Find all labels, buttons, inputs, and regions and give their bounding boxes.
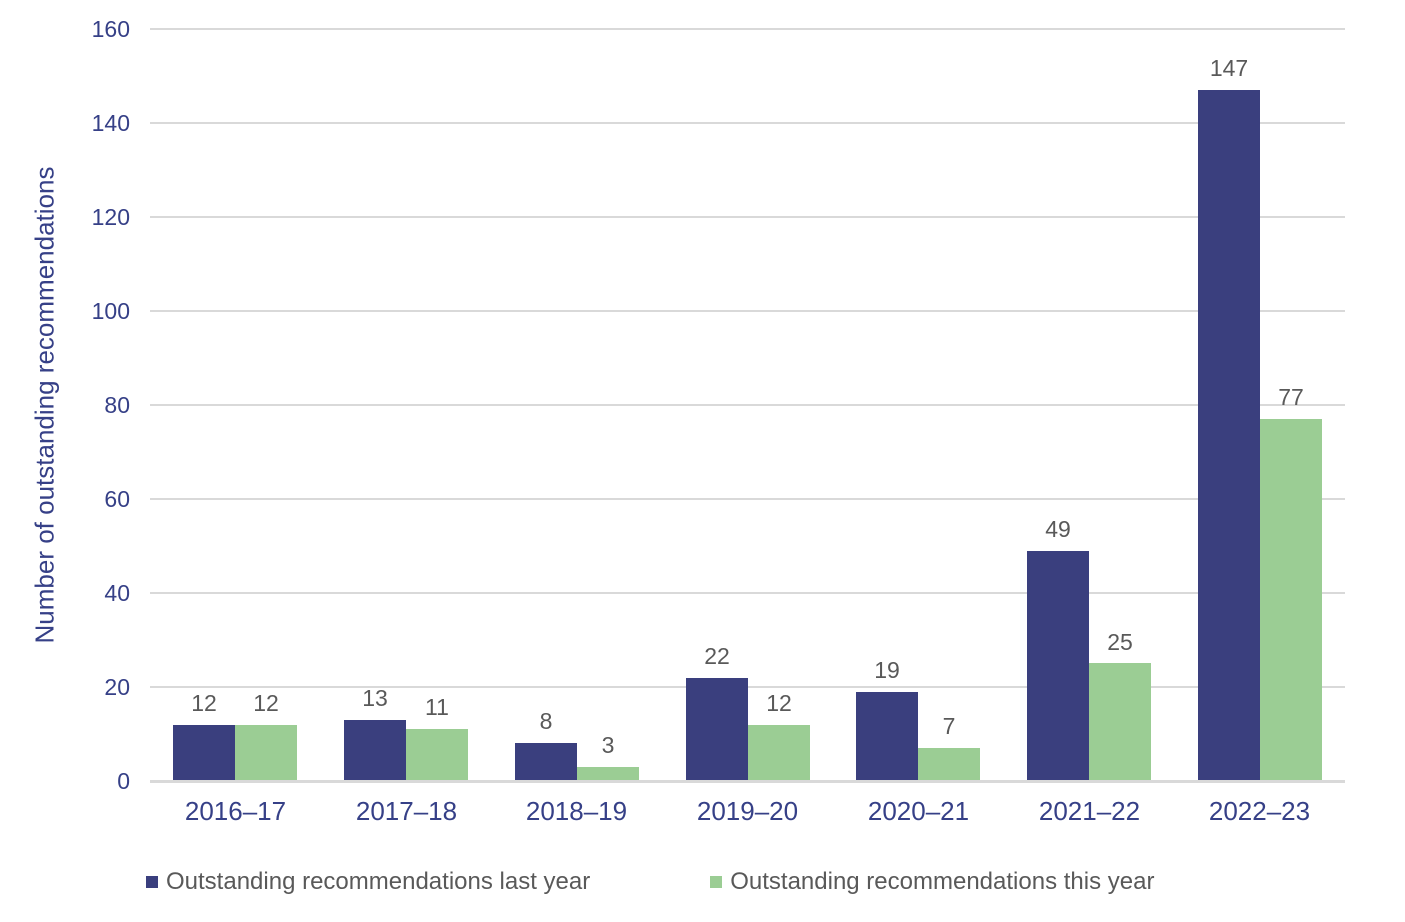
bar-last-year [344, 720, 406, 781]
x-tick-label: 2022–23 [1208, 796, 1311, 826]
bar-this-year [1089, 663, 1151, 781]
legend-label: Outstanding recommendations last year [166, 868, 591, 895]
bar-value-label: 19 [874, 657, 900, 683]
y-tick-label: 40 [104, 580, 130, 606]
gridline [150, 310, 1345, 312]
legend-swatch [146, 876, 158, 888]
y-tick-label: 80 [104, 392, 130, 418]
y-tick-label: 100 [91, 298, 130, 324]
x-axis-line [150, 780, 1345, 783]
x-tick-label: 2017–18 [355, 796, 458, 826]
bar-value-label: 12 [253, 690, 279, 716]
legend-label: Outstanding recommendations this year [730, 868, 1155, 895]
y-tick-label: 140 [91, 110, 130, 136]
gridline [150, 28, 1345, 30]
bar-this-year [918, 748, 980, 781]
bar-value-label: 3 [601, 732, 615, 758]
bar-last-year [1198, 90, 1260, 781]
legend: Outstanding recommendations last year Out… [146, 868, 1154, 896]
legend-item: Outstanding recommendations last year [146, 868, 590, 896]
x-tick-label: 2016–17 [184, 796, 287, 826]
bar-value-label: 25 [1107, 629, 1133, 655]
y-tick-label: 120 [91, 204, 130, 230]
bar-this-year [577, 767, 639, 781]
y-tick-label: 0 [117, 768, 130, 794]
bar-value-label: 49 [1045, 516, 1071, 542]
bar-last-year [1027, 551, 1089, 781]
bar-value-label: 11 [425, 694, 449, 720]
bar-value-label: 77 [1278, 384, 1304, 410]
x-tick-label: 2020–21 [867, 796, 970, 826]
bar-this-year [235, 725, 297, 781]
x-tick-label: 2018–19 [525, 796, 628, 826]
bar-this-year [1260, 419, 1322, 781]
bar-this-year [406, 729, 468, 781]
gridline [150, 498, 1345, 500]
bar-value-label: 12 [191, 690, 217, 716]
bar-this-year [748, 725, 810, 781]
plot-area: 12 12 13 11 8 3 22 12 19 7 49 25 147 77 [150, 28, 1345, 783]
y-tick-label: 160 [91, 16, 130, 42]
gridline [150, 592, 1345, 594]
bar-value-label: 7 [942, 713, 956, 739]
y-tick-label: 60 [104, 486, 130, 512]
bar-last-year [686, 678, 748, 781]
x-tick-label: 2021–22 [1038, 796, 1141, 826]
x-tick-label: 2019–20 [696, 796, 799, 826]
bar-value-label: 8 [539, 708, 553, 734]
bar-value-label: 147 [1209, 55, 1249, 81]
gridline [150, 122, 1345, 124]
bar-last-year [173, 725, 235, 781]
bar-value-label: 12 [766, 690, 792, 716]
bar-value-label: 13 [362, 685, 388, 711]
legend-item: Outstanding recommendations this year [710, 868, 1154, 896]
gridline [150, 404, 1345, 406]
gridline [150, 216, 1345, 218]
bar-last-year [856, 692, 918, 781]
y-tick-label: 20 [104, 674, 130, 700]
bar-value-label: 22 [704, 643, 730, 669]
legend-swatch [710, 876, 723, 888]
bar-last-year [515, 743, 577, 781]
